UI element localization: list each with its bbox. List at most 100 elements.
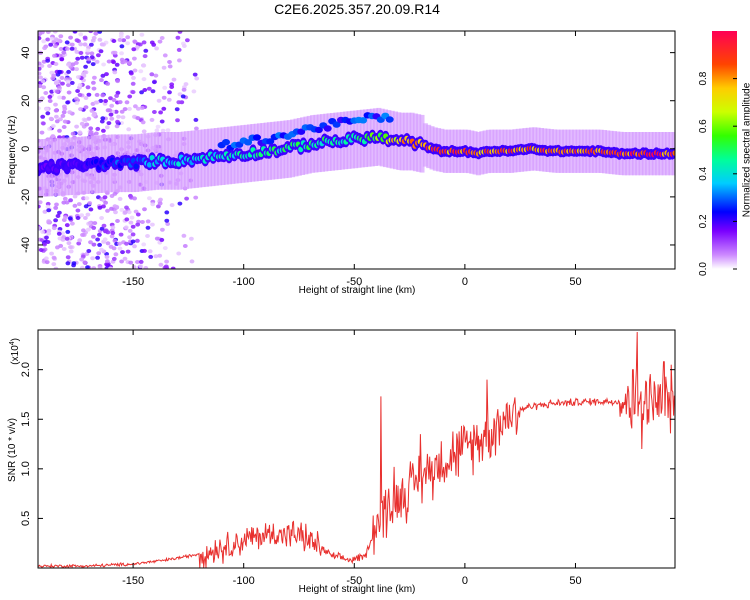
spectrogram-noise-speck [61,95,66,100]
spectrogram-y-tick-label: -20 [20,189,32,205]
spectrogram-noise-speck [50,76,56,81]
spectrogram-noise-speck [167,64,173,69]
spectrogram-noise-speck [79,213,85,218]
spectrogram-noise-speck [40,114,46,119]
spectrogram-noise-speck [51,40,57,45]
spectrogram-noise-speck [44,260,50,265]
spectrogram-noise-speck [42,46,47,51]
spectrogram-noise-speck [142,54,148,59]
spectrogram-noise-speck [131,47,137,52]
spectrogram-noise-speck [108,96,113,101]
spectrogram-noise-speck [93,31,99,36]
spectrogram-noise-speck [74,60,79,65]
spectrogram-noise-speck [128,260,134,265]
spectrogram-branch-point [266,138,275,145]
spectrogram-noise-speck [54,119,60,124]
spectrogram-ridge-core [146,162,153,168]
spectrogram-noise-speck [164,218,170,223]
spectrogram-noise-speck [38,36,42,41]
spectrogram-noise-speck [79,55,85,60]
spectrogram-noise-speck [160,227,165,232]
spectrogram-noise-speck [119,259,124,264]
spectrogram-noise-speck [185,38,190,43]
snr-y-ticks: 0.5 1.0 1.5 2.0 [20,362,675,526]
spectrogram-noise-speck [139,32,145,37]
spectrogram-noise-speck [119,109,125,114]
spectrogram-noise-speck [97,31,103,34]
spectrogram-noise-speck [177,58,182,63]
spectrogram-noise-speck [78,51,84,55]
spectrogram-branch-point [297,128,306,135]
spectrogram-noise-speck [85,85,91,90]
spectrogram-noise-speck [91,242,97,247]
spectrogram-noise-speck [41,85,47,90]
spectrogram-noise-speck [41,121,46,126]
spectrogram-noise-speck [108,266,113,269]
spectrogram-noise-speck [116,114,121,119]
colorbar-tick-label: 0.6 [698,119,709,133]
spectrogram-noise-speck [97,265,103,269]
spectrogram-noise-speck [142,248,147,253]
spectrogram-noise-speck [162,85,168,90]
spectrogram-noise-speck [62,196,68,201]
spectrogram-noise-speck [105,241,111,246]
spectrogram-noise-speck [127,94,133,99]
spectrogram-x-ticks: -150 -100 -50 0 50 [122,31,582,288]
spectrogram-noise-speck [55,214,61,218]
spectrogram-noise-speck [119,51,124,56]
spectrogram-noise-speck [109,206,114,211]
spectrogram-noise-speck [169,82,175,87]
spectrogram-noise-speck [159,119,165,124]
spectrogram-noise-speck [52,53,57,58]
spectrogram-noise-speck [184,196,190,201]
spectrogram-noise-speck [91,86,97,91]
spectrogram-noise-speck [113,252,119,257]
spectrogram-noise-speck [135,45,140,49]
spectrogram-noise-speck [49,251,54,256]
spectrogram-noise-speck [125,35,131,40]
spectrogram-noise-speck [150,202,156,207]
spectrogram-noise-speck [91,80,96,85]
spectrogram-noise-speck [66,90,72,95]
spectrogram-noise-speck [141,40,147,45]
spectrogram-noise-speck [162,53,168,58]
spectrogram-noise-speck [69,42,75,47]
spectrogram-noise-speck [68,35,73,40]
spectrogram-noise-speck [72,194,78,199]
spectrogram-noise-speck [123,225,129,230]
spectrogram-noise-speck [101,204,106,209]
spectrogram-noise-speck [99,216,104,220]
spectrogram-noise-speck [65,255,71,260]
spectrogram-noise-speck [154,236,160,241]
spectrogram-noise-speck [70,131,76,136]
spectrogram-noise-speck [101,62,106,67]
spectrogram-noise-speck [120,250,125,255]
spectrogram-noise-speck [164,259,170,264]
spectrogram-noise-speck [66,83,71,88]
spectrogram-noise-speck [182,244,188,248]
spectrogram-noise-speck [161,95,167,100]
spectrogram-noise-speck [38,226,42,231]
snr-y-tick-label: 2.0 [20,362,32,377]
spectrogram-noise-speck [167,90,172,95]
spectrogram-noise-speck [167,60,172,64]
spectrogram-noise-speck [113,109,119,114]
spectrogram-noise-speck [142,88,148,92]
spectrogram-noise-speck [99,226,105,231]
spectrogram-noise-speck [150,222,155,227]
spectrogram-branch-point [332,121,341,128]
spectrogram-noise-speck [65,229,71,234]
spectrogram-noise-speck [86,92,92,97]
spectrogram-noise-speck [114,93,119,98]
spectrogram-noise-speck [130,239,136,244]
spectrogram-noise-speck [165,222,171,226]
spectrogram-noise-speck [104,262,109,267]
spectrogram-noise-speck [111,98,117,102]
spectrogram-noise-speck [82,118,88,123]
spectrogram-noise-speck [112,70,118,75]
spectrogram-noise-speck [88,207,94,212]
spectrogram-ridge-halo [675,132,680,175]
spectrogram-noise-speck [111,60,116,65]
spectrogram-noise-speck [54,89,60,94]
spectrogram-noise-speck [91,266,97,269]
